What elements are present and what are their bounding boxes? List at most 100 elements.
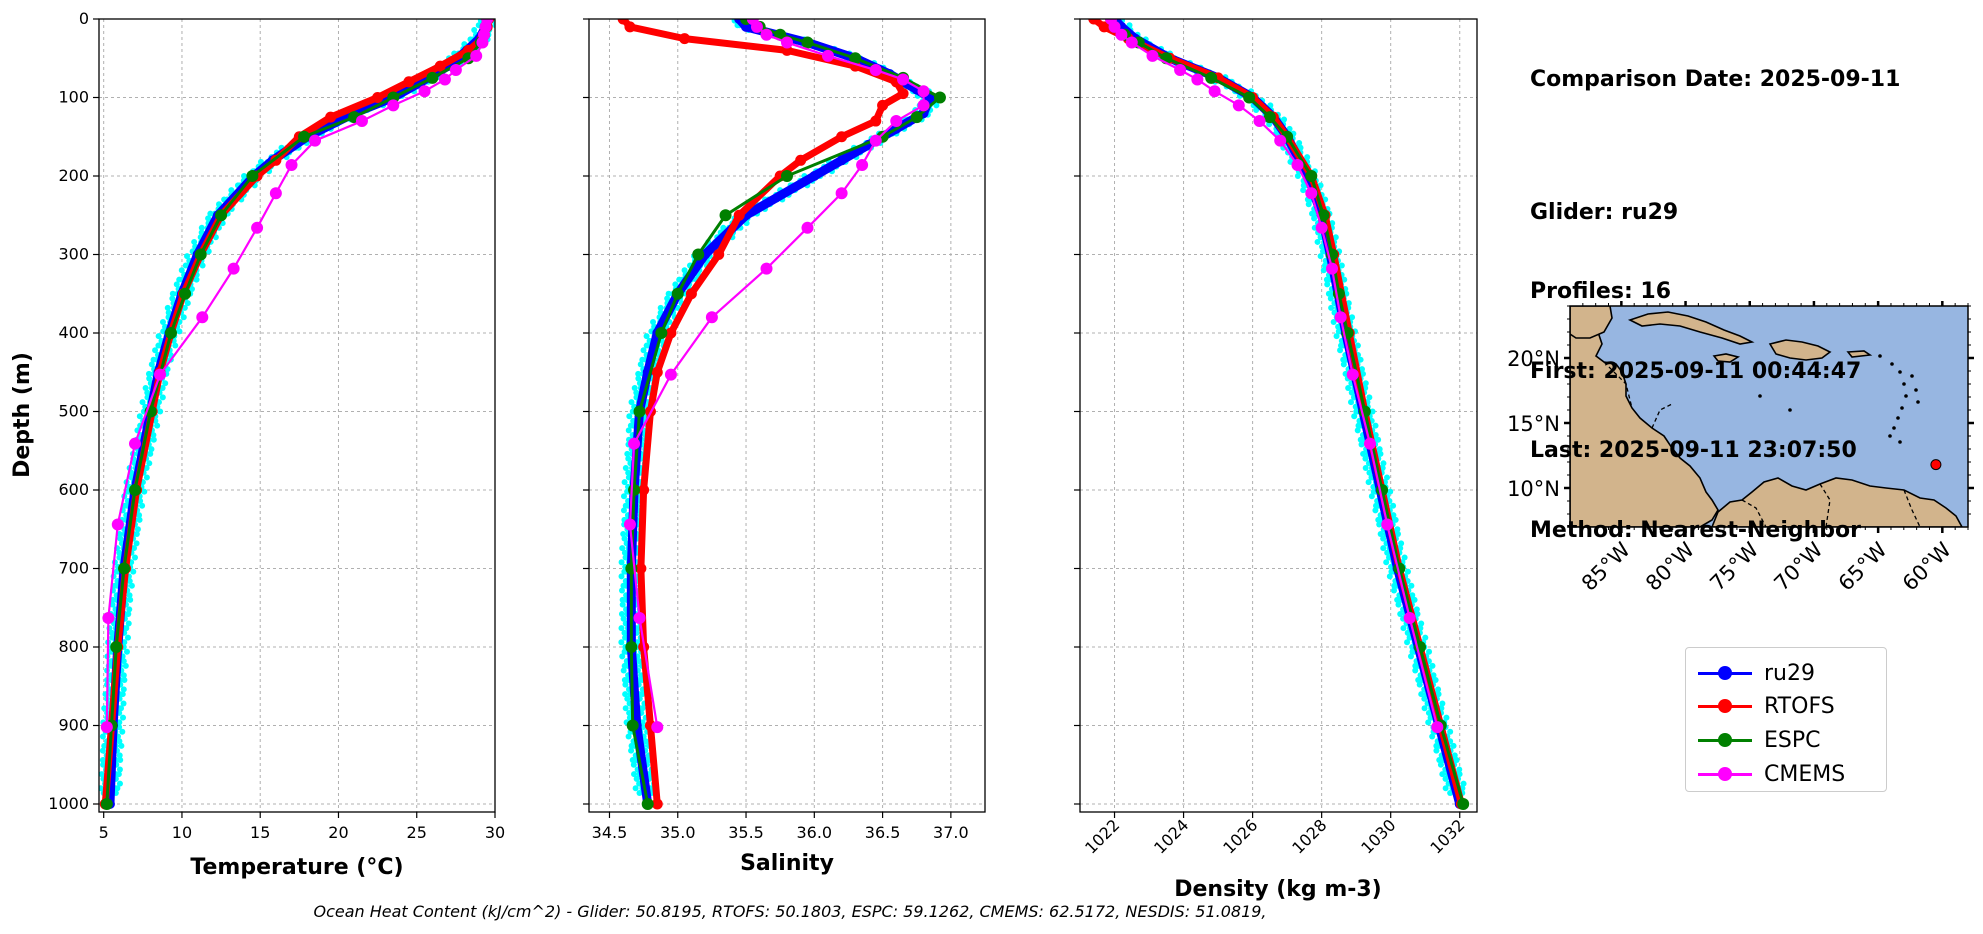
density-glider-scatter-point: [1330, 319, 1337, 326]
salinity-glider-scatter-point: [622, 705, 629, 712]
density-glider-scatter-point: [1418, 691, 1425, 698]
temperature-cmems-point: [269, 187, 282, 200]
salinity-xticks: 34.5 35.0 35.5 36.0 36.5 37.0: [592, 812, 969, 842]
density-cmems-point: [1108, 20, 1121, 33]
country-border: [1903, 489, 1921, 527]
temperature-glider-scatter-point: [136, 516, 143, 523]
salinity-glider-scatter-point: [619, 653, 626, 660]
density-glider-scatter-point: [1376, 521, 1383, 528]
density-glider-scatter-point: [1407, 653, 1414, 660]
salinity-xtick-label: 36.0: [796, 823, 832, 842]
temperature-espc-point: [129, 484, 141, 496]
temperature-glider-scatter-point: [159, 394, 166, 401]
temperature-glider-scatter-point: [139, 502, 146, 509]
glider-name: Glider: ru29: [1530, 199, 1679, 225]
salinity-espc-point: [692, 248, 705, 261]
temperature-glider-scatter-point: [148, 446, 155, 453]
salinity-cmems-point: [623, 518, 636, 531]
salinity-glider-scatter-point: [620, 667, 627, 674]
temperature-ytick-label: 900: [58, 716, 89, 735]
temperature-glider-scatter-point: [173, 281, 180, 288]
temperature-rtofs-line: [101, 19, 493, 808]
temperature-cmems-point: [438, 73, 451, 86]
temperature-glider-scatter-point: [125, 611, 132, 618]
salinity-cmems-point: [856, 159, 869, 172]
density-glider-scatter-point: [1349, 314, 1356, 321]
temperature-glider-scatter-point: [124, 634, 131, 641]
density-glider-scatter-point: [1372, 422, 1379, 429]
temperature-ytick-label: 700: [58, 559, 89, 578]
salinity-glider-scatter-point: [625, 469, 632, 476]
density-glider-scatter-point: [1408, 582, 1415, 589]
salinity-glider-scatter-point: [631, 771, 638, 778]
salinity-espc-point: [655, 327, 668, 339]
temperature-glider-scatter-point: [143, 474, 150, 481]
density-xticks: 1022 1024 1026 1028 1030 1032: [1081, 812, 1469, 858]
temperature-glider-scatter-point: [116, 766, 123, 773]
temperature-glider-scatter-point: [193, 276, 200, 283]
density-glider-scatter-point: [1390, 512, 1397, 519]
salinity-espc-point: [641, 798, 654, 810]
density-glider-scatter-point: [1397, 611, 1404, 618]
salinity-glider-point: [836, 155, 847, 166]
density-cmems-point: [1191, 73, 1204, 86]
density-glider-scatter-point: [1328, 304, 1335, 311]
legend-label-ru29: ru29: [1764, 660, 1815, 686]
density-glider-scatter-point: [1442, 775, 1449, 782]
legend-item-ru29: ru29: [1698, 658, 1815, 688]
temperature-glider-scatter-point: [117, 535, 124, 542]
salinity-rtofs-point: [624, 21, 636, 33]
density-glider-scatter-point: [1380, 535, 1387, 542]
temperature-panel: 5 10 15 20 25 30 0 100 200 300 400 500 600 700 800 900…: [10, 9, 505, 880]
temperature-glider-scatter-point: [125, 620, 132, 627]
salinity-glider-scatter-point: [674, 304, 681, 311]
salinity-espc-point: [625, 641, 638, 653]
temperature-glider-scatter-point: [116, 549, 123, 556]
legend: ru29 RTOFS ESPC CMEMS: [1685, 647, 1887, 792]
temperature-glider-scatter-point: [181, 304, 188, 311]
temperature-cmems-point: [470, 49, 483, 62]
country-border: [1741, 499, 1767, 527]
temperature-glider-scatter-point: [121, 676, 128, 683]
temperature-xlabel: Temperature (°C): [190, 855, 403, 880]
salinity-glider-scatter-point: [618, 559, 625, 566]
temperature-glider-scatter-point: [101, 705, 108, 712]
temperature-xtick-label: 30: [485, 823, 505, 842]
density-glider-scatter-point: [1377, 530, 1384, 537]
salinity-glider-point: [809, 171, 820, 181]
temperature-glider-scatter-point: [123, 648, 130, 655]
temperature-glider-scatter-point: [143, 465, 150, 472]
temperature-glider-scatter-point: [128, 582, 135, 589]
temperature-glider-scatter-point: [139, 399, 146, 406]
legend-label-rtofs: RTOFS: [1764, 693, 1835, 719]
density-glider-scatter-point: [1429, 662, 1436, 669]
density-cmems-point: [1403, 611, 1416, 624]
legend-item-rtofs: RTOFS: [1698, 691, 1835, 721]
temperature-rtofs-point: [372, 92, 384, 103]
salinity-yticks: [583, 18, 589, 805]
island-marker: [1914, 388, 1918, 392]
density-glider-scatter-point: [1401, 554, 1408, 561]
density-glider-scatter-point: [1386, 573, 1393, 580]
land-cuba: [1627, 311, 1755, 345]
salinity-glider-scatter-point: [626, 413, 633, 420]
density-xtick-label: 1032: [1426, 815, 1468, 857]
salinity-rtofs-point: [635, 563, 647, 574]
salinity-rtofs-point: [617, 19, 629, 25]
density-glider-scatter-point: [1414, 611, 1421, 618]
salinity-glider-scatter-point: [635, 370, 642, 377]
temperature-glider-scatter-point: [241, 173, 248, 179]
temperature-glider-scatter-point: [120, 658, 127, 665]
density-glider-scatter-point: [1348, 399, 1355, 406]
density-cmems-point: [1334, 311, 1347, 324]
density-glider-scatter-point: [1390, 502, 1397, 509]
salinity-glider-scatter-point: [621, 479, 628, 486]
density-glider-scatter-point: [1418, 620, 1425, 627]
temperature-xtick-label: 25: [407, 823, 427, 842]
salinity-rtofs-point: [795, 154, 807, 166]
salinity-rtofs-point: [665, 327, 677, 339]
temperature-glider-scatter-point: [116, 752, 123, 759]
salinity-glider-scatter-point: [618, 625, 625, 632]
temperature-glider-scatter-point: [165, 309, 172, 316]
temperature-glider-scatter-point: [118, 742, 125, 749]
